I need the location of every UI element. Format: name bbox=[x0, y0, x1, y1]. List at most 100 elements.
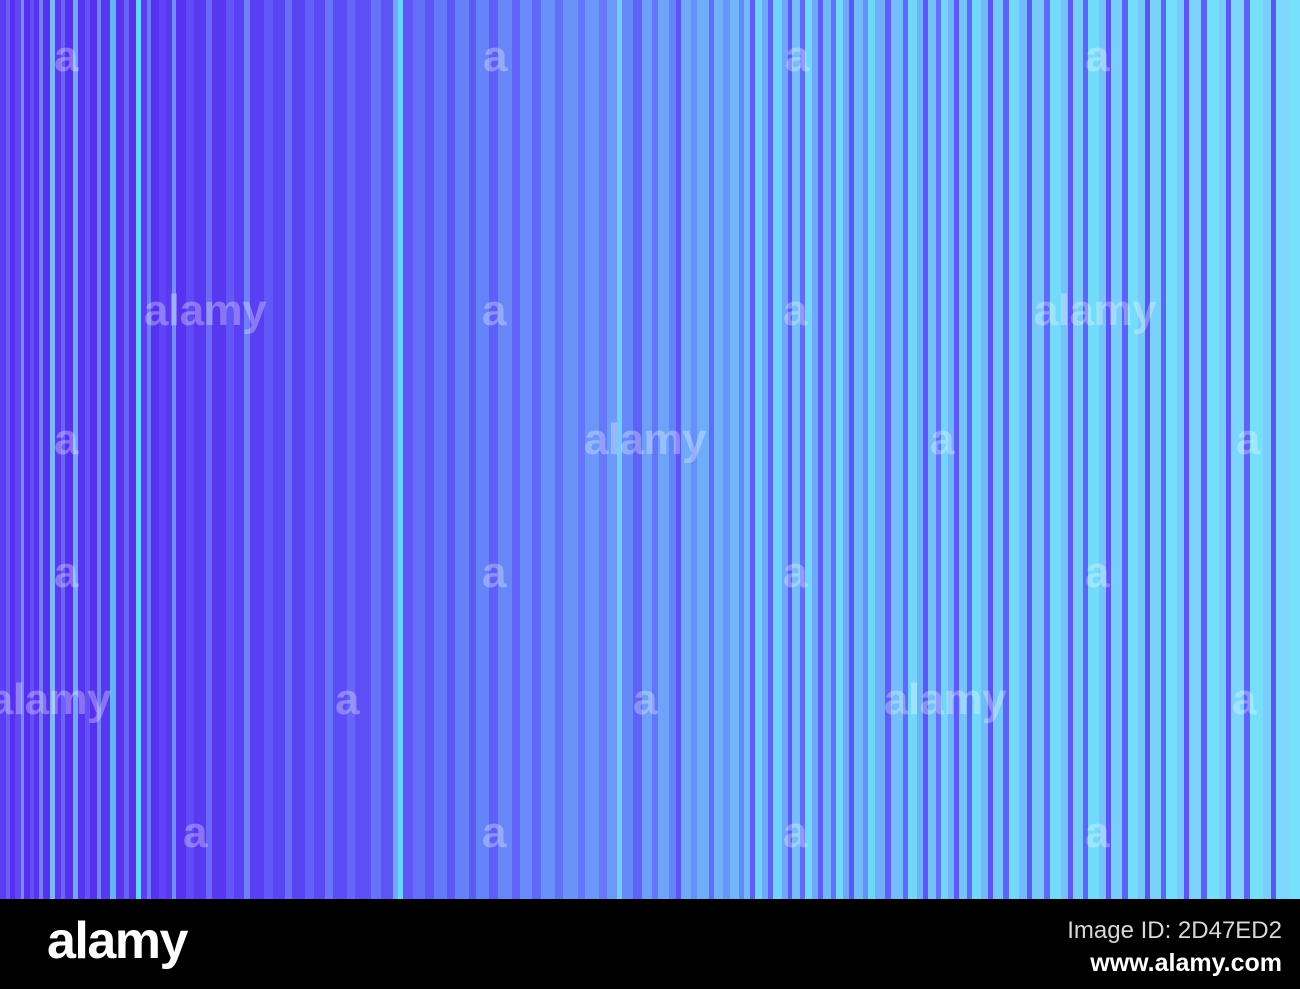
stripe bbox=[39, 0, 43, 899]
stripe bbox=[1032, 0, 1044, 899]
stripe bbox=[923, 0, 928, 899]
stripe bbox=[136, 0, 141, 899]
stripe bbox=[988, 0, 993, 899]
stripe bbox=[234, 0, 244, 899]
stripe bbox=[124, 0, 129, 899]
stripe bbox=[1128, 0, 1138, 899]
stripe bbox=[1161, 0, 1166, 899]
stripe bbox=[818, 0, 823, 899]
stripe bbox=[1177, 0, 1184, 899]
stripe bbox=[658, 0, 669, 899]
stripe bbox=[875, 0, 885, 899]
stripe bbox=[73, 0, 78, 899]
stripe bbox=[782, 0, 788, 899]
stripe bbox=[755, 0, 762, 899]
stripe bbox=[714, 0, 723, 899]
stripe bbox=[928, 0, 936, 899]
stripe bbox=[768, 0, 773, 899]
stripe bbox=[1184, 0, 1189, 899]
stripe bbox=[476, 0, 489, 899]
stripe bbox=[831, 0, 836, 899]
stripe bbox=[1106, 0, 1111, 899]
stripe bbox=[206, 0, 212, 899]
stripe bbox=[993, 0, 1003, 899]
stripe bbox=[101, 0, 110, 899]
stripe bbox=[172, 0, 176, 899]
stripe bbox=[854, 0, 863, 899]
stripe bbox=[97, 0, 101, 899]
stripe bbox=[697, 0, 709, 899]
stripe bbox=[948, 0, 954, 899]
stripe bbox=[691, 0, 697, 899]
stripe bbox=[1201, 0, 1207, 899]
stripe bbox=[447, 0, 455, 899]
stripe bbox=[607, 0, 617, 899]
stripe bbox=[959, 0, 967, 899]
stripe bbox=[1219, 0, 1226, 899]
stripe bbox=[403, 0, 413, 899]
stripe bbox=[885, 0, 891, 899]
stripe bbox=[812, 0, 818, 899]
stripe bbox=[166, 0, 172, 899]
stripe bbox=[750, 0, 755, 899]
stripe bbox=[617, 0, 622, 899]
stripe bbox=[314, 0, 325, 899]
stripe bbox=[273, 0, 285, 899]
stripe bbox=[563, 0, 578, 899]
alamy-logo: alamy bbox=[47, 912, 188, 970]
stripe bbox=[1003, 0, 1009, 899]
stripe bbox=[194, 0, 206, 899]
stripe bbox=[455, 0, 469, 899]
stripe bbox=[147, 0, 151, 899]
stripe bbox=[981, 0, 988, 899]
stripe bbox=[371, 0, 381, 899]
stripe bbox=[333, 0, 347, 899]
stripe bbox=[917, 0, 923, 899]
stripe bbox=[212, 0, 226, 899]
stripe bbox=[642, 0, 652, 899]
alamy-website-url[interactable]: www.alamy.com bbox=[1090, 949, 1282, 977]
stripe bbox=[676, 0, 681, 899]
stripe bbox=[1138, 0, 1145, 899]
stripe bbox=[393, 0, 398, 899]
stripe bbox=[30, 0, 34, 899]
stripe bbox=[285, 0, 292, 899]
stripe bbox=[967, 0, 972, 899]
stripe bbox=[805, 0, 812, 899]
stripe bbox=[1263, 0, 1271, 899]
stripe bbox=[1271, 0, 1276, 899]
stripe bbox=[469, 0, 476, 899]
stripe bbox=[244, 0, 250, 899]
stripe bbox=[1027, 0, 1032, 899]
stripe bbox=[413, 0, 425, 899]
stripe bbox=[0, 0, 6, 899]
stripe bbox=[1088, 0, 1099, 899]
stripe bbox=[325, 0, 333, 899]
stripe bbox=[843, 0, 849, 899]
stripe bbox=[555, 0, 563, 899]
stripe bbox=[891, 0, 903, 899]
stripe bbox=[1044, 0, 1050, 899]
stripe bbox=[15, 0, 21, 899]
stripe bbox=[972, 0, 981, 899]
stripe bbox=[381, 0, 393, 899]
stripe bbox=[305, 0, 314, 899]
stripe bbox=[633, 0, 642, 899]
stripe bbox=[489, 0, 498, 899]
stripe bbox=[398, 0, 403, 899]
stripe bbox=[681, 0, 691, 899]
stripe bbox=[129, 0, 136, 899]
stripe bbox=[1189, 0, 1201, 899]
stripe bbox=[1099, 0, 1106, 899]
stripe bbox=[43, 0, 50, 899]
stripe bbox=[941, 0, 948, 899]
stripe bbox=[110, 0, 116, 899]
stripe bbox=[347, 0, 355, 899]
stripe bbox=[78, 0, 85, 899]
artwork-canvas: a a a a alamy a a alamy a alamy a a a a a a alamy a a alamy… bbox=[0, 0, 1300, 899]
stripe bbox=[578, 0, 585, 899]
stripe bbox=[24, 0, 30, 899]
stripe bbox=[1244, 0, 1250, 899]
stripe bbox=[434, 0, 447, 899]
